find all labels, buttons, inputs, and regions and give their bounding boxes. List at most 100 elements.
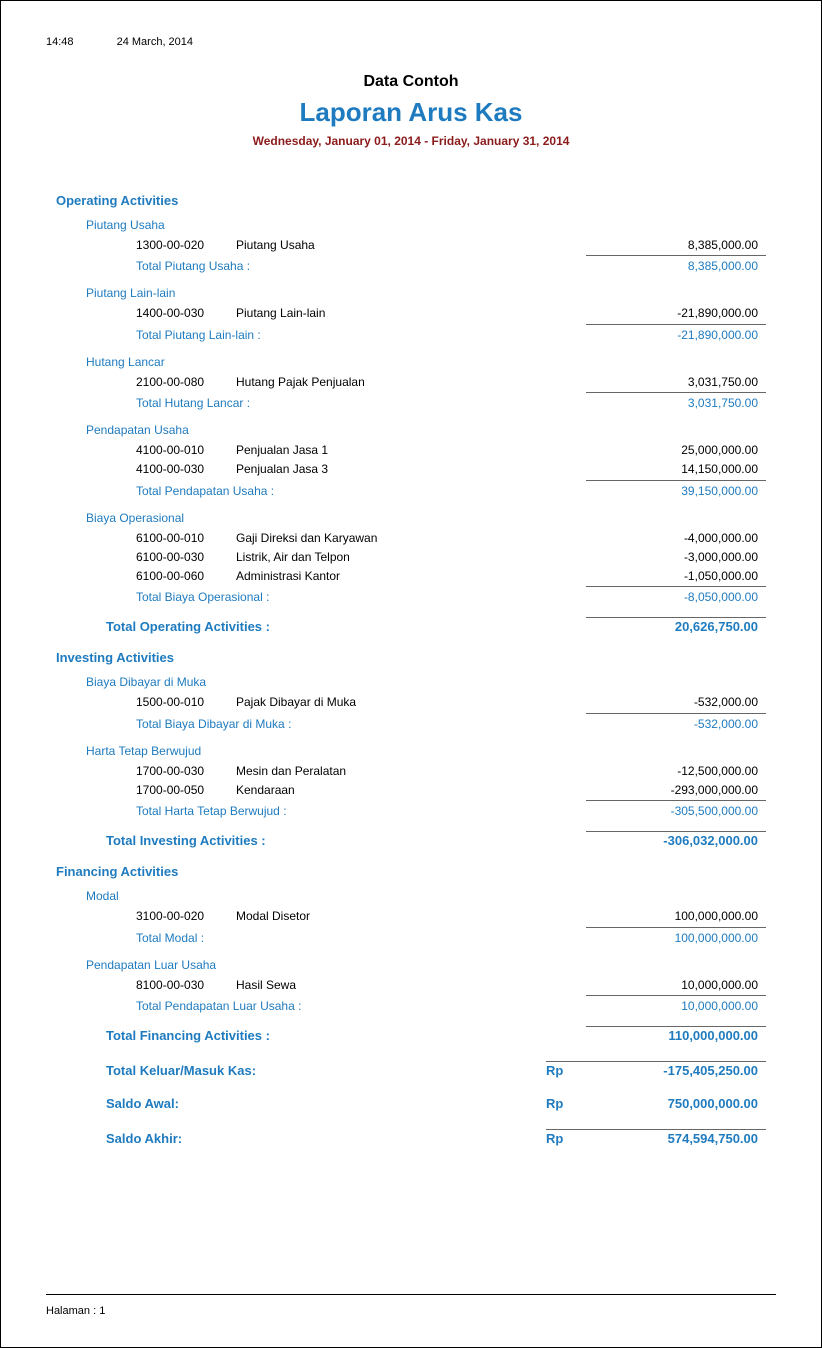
subgroup-total-label: Total Pendapatan Usaha : — [136, 482, 586, 501]
account-code: 1300-00-020 — [136, 236, 236, 255]
line-item: 3100-00-020Modal Disetor100,000,000.00 — [136, 907, 766, 926]
report-content: Operating Activities Piutang Usaha 1300-00… — [46, 193, 776, 1146]
report-page: 14:48 24 March, 2014 Data Contoh Laporan… — [1, 1, 821, 1166]
subgroup-total-label: Total Biaya Dibayar di Muka : — [136, 715, 586, 734]
subgroup-total-amount: 100,000,000.00 — [586, 927, 766, 948]
line-item: 1500-00-010Pajak Dibayar di Muka-532,000… — [136, 693, 766, 712]
subgroup-header: Biaya Operasional — [86, 511, 766, 525]
section-total-amount: 110,000,000.00 — [586, 1026, 766, 1043]
subgroup-total-amount: -21,890,000.00 — [586, 324, 766, 345]
line-item: 6100-00-010Gaji Direksi dan Karyawan-4,0… — [136, 529, 766, 548]
line-item: 4100-00-010Penjualan Jasa 125,000,000.00 — [136, 441, 766, 460]
line-item: 1300-00-020Piutang Usaha8,385,000.00 — [136, 236, 766, 255]
account-desc: Hutang Pajak Penjualan — [236, 373, 586, 392]
section-total-amount: -306,032,000.00 — [586, 831, 766, 848]
subgroup-total-label: Total Piutang Usaha : — [136, 257, 586, 276]
account-code: 6100-00-010 — [136, 529, 236, 548]
account-desc: Mesin dan Peralatan — [236, 762, 586, 781]
section-total: Total Operating Activities :20,626,750.0… — [106, 617, 766, 634]
line-item: 1700-00-050Kendaraan-293,000,000.00 — [136, 781, 766, 800]
account-amount: -532,000.00 — [586, 693, 766, 712]
subgroup-total: Total Biaya Dibayar di Muka :-532,000.00 — [136, 713, 766, 734]
line-item: 6100-00-030Listrik, Air dan Telpon-3,000… — [136, 548, 766, 567]
account-desc: Hasil Sewa — [236, 976, 586, 995]
subgroup-total: Total Piutang Lain-lain :-21,890,000.00 — [136, 324, 766, 345]
subgroup-header: Harta Tetap Berwujud — [86, 744, 766, 758]
account-code: 6100-00-030 — [136, 548, 236, 567]
line-item: 1700-00-030Mesin dan Peralatan-12,500,00… — [136, 762, 766, 781]
account-desc: Modal Disetor — [236, 907, 586, 926]
summary-row: Saldo Akhir:Rp574,594,750.00 — [106, 1129, 766, 1146]
subgroup-total-amount: 39,150,000.00 — [586, 480, 766, 501]
summary-amount: 750,000,000.00 — [586, 1096, 766, 1111]
line-item: 4100-00-030Penjualan Jasa 314,150,000.00 — [136, 460, 766, 479]
account-desc: Administrasi Kantor — [236, 567, 586, 586]
section-header: Financing Activities — [56, 864, 766, 879]
subgroup-header: Piutang Lain-lain — [86, 286, 766, 300]
page-footer: Halaman : 1 — [46, 1294, 776, 1317]
company-name: Data Contoh — [46, 73, 776, 91]
account-code: 8100-00-030 — [136, 976, 236, 995]
account-amount: 8,385,000.00 — [586, 236, 766, 255]
subgroup-total-amount: -8,050,000.00 — [586, 586, 766, 607]
summary-currency: Rp — [546, 1096, 586, 1111]
account-amount: -4,000,000.00 — [586, 529, 766, 548]
summary-currency: Rp — [546, 1129, 586, 1146]
account-desc: Penjualan Jasa 1 — [236, 441, 586, 460]
section-total: Total Investing Activities :-306,032,000… — [106, 831, 766, 848]
summary-currency: Rp — [546, 1061, 586, 1078]
subgroup-total: Total Pendapatan Usaha :39,150,000.00 — [136, 480, 766, 501]
subgroup-total: Total Modal :100,000,000.00 — [136, 927, 766, 948]
account-code: 1700-00-050 — [136, 781, 236, 800]
subgroup-total: Total Harta Tetap Berwujud :-305,500,000… — [136, 800, 766, 821]
section-header: Investing Activities — [56, 650, 766, 665]
line-item: 8100-00-030Hasil Sewa10,000,000.00 — [136, 976, 766, 995]
subgroup-total-label: Total Pendapatan Luar Usaha : — [136, 997, 586, 1016]
section-header: Operating Activities — [56, 193, 766, 208]
subgroup-total: Total Pendapatan Luar Usaha :10,000,000.… — [136, 995, 766, 1016]
header-block: Data Contoh Laporan Arus Kas Wednesday, … — [46, 73, 776, 148]
summary-row: Saldo Awal:Rp750,000,000.00 — [106, 1096, 766, 1111]
account-code: 4100-00-010 — [136, 441, 236, 460]
summary-row: Total Keluar/Masuk Kas:Rp-175,405,250.00 — [106, 1061, 766, 1078]
account-code: 6100-00-060 — [136, 567, 236, 586]
subgroup-total-label: Total Modal : — [136, 929, 586, 948]
section-total: Total Financing Activities :110,000,000.… — [106, 1026, 766, 1043]
account-desc: Listrik, Air dan Telpon — [236, 548, 586, 567]
subgroup-total-label: Total Biaya Operasional : — [136, 588, 586, 607]
summary-amount: 574,594,750.00 — [586, 1129, 766, 1146]
report-date: 24 March, 2014 — [117, 36, 193, 48]
summary-label: Total Keluar/Masuk Kas: — [106, 1063, 546, 1078]
line-item: 1400-00-030Piutang Lain-lain-21,890,000.… — [136, 304, 766, 323]
account-amount: -1,050,000.00 — [586, 567, 766, 586]
account-amount: 25,000,000.00 — [586, 441, 766, 460]
subgroup-header: Piutang Usaha — [86, 218, 766, 232]
account-code: 1500-00-010 — [136, 693, 236, 712]
meta-row: 14:48 24 March, 2014 — [46, 36, 776, 48]
account-amount: 14,150,000.00 — [586, 460, 766, 479]
account-amount: 3,031,750.00 — [586, 373, 766, 392]
account-amount: 100,000,000.00 — [586, 907, 766, 926]
subgroup-header: Modal — [86, 889, 766, 903]
line-item: 6100-00-060Administrasi Kantor-1,050,000… — [136, 567, 766, 586]
account-desc: Piutang Lain-lain — [236, 304, 586, 323]
subgroup-header: Pendapatan Usaha — [86, 423, 766, 437]
account-code: 4100-00-030 — [136, 460, 236, 479]
section-total-label: Total Operating Activities : — [106, 619, 586, 634]
account-desc: Kendaraan — [236, 781, 586, 800]
line-item: 2100-00-080Hutang Pajak Penjualan3,031,7… — [136, 373, 766, 392]
account-amount: -293,000,000.00 — [586, 781, 766, 800]
summary-label: Saldo Awal: — [106, 1096, 546, 1111]
account-code: 3100-00-020 — [136, 907, 236, 926]
subgroup-total-amount: 10,000,000.00 — [586, 995, 766, 1016]
summary-amount: -175,405,250.00 — [586, 1061, 766, 1078]
date-range: Wednesday, January 01, 2014 - Friday, Ja… — [46, 134, 776, 148]
subgroup-total-label: Total Hutang Lancar : — [136, 394, 586, 413]
subgroup-header: Hutang Lancar — [86, 355, 766, 369]
subgroup-header: Pendapatan Luar Usaha — [86, 958, 766, 972]
subgroup-total-amount: -532,000.00 — [586, 713, 766, 734]
subgroup-total-amount: 8,385,000.00 — [586, 255, 766, 276]
subgroup-total-amount: -305,500,000.00 — [586, 800, 766, 821]
subgroup-header: Biaya Dibayar di Muka — [86, 675, 766, 689]
section-total-label: Total Financing Activities : — [106, 1028, 586, 1043]
